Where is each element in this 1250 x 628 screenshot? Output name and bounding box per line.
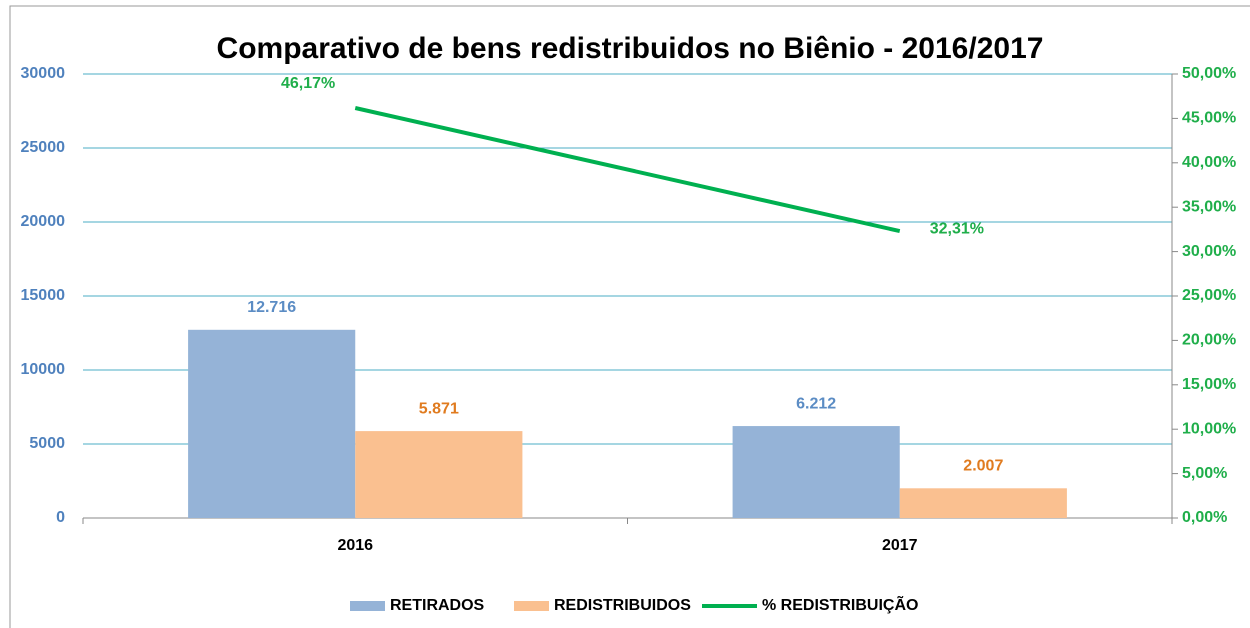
y-tick-label: 5000 — [29, 435, 65, 452]
bar — [732, 426, 900, 518]
y-tick-label: 20000 — [21, 213, 66, 230]
y-tick-label: 10000 — [21, 361, 66, 378]
bar — [188, 329, 356, 518]
y-tick-label: 15000 — [21, 287, 66, 304]
chart-title: Comparativo de bens redistribuidos no Bi… — [217, 32, 1044, 65]
y-tick-label: 25000 — [21, 139, 66, 156]
y2-tick-label: 45,00% — [1182, 110, 1236, 127]
bar — [899, 488, 1067, 518]
legend-swatch — [350, 601, 385, 611]
y-tick-label: 30000 — [21, 65, 66, 82]
value-label: 12.716 — [247, 299, 296, 316]
y2-tick-label: 25,00% — [1182, 287, 1236, 304]
y2-tick-label: 0,00% — [1182, 509, 1227, 526]
line-value-label: 32,31% — [930, 220, 984, 237]
legend-label: REDISTRIBUIDOS — [554, 597, 691, 614]
y2-tick-label: 35,00% — [1182, 198, 1236, 215]
legend-swatch — [514, 601, 549, 611]
y2-tick-label: 15,00% — [1182, 376, 1236, 393]
bar — [355, 431, 523, 518]
x-tick-label: 2016 — [337, 537, 373, 554]
y2-tick-label: 30,00% — [1182, 243, 1236, 260]
chart-frame — [9, 5, 1250, 628]
x-tick-label: 2017 — [882, 537, 918, 554]
value-label: 2.007 — [963, 458, 1003, 475]
y2-tick-label: 40,00% — [1182, 154, 1236, 171]
legend-label: RETIRADOS — [390, 597, 485, 614]
legend-label: % REDISTRIBUIÇÃO — [762, 594, 918, 614]
y2-tick-label: 50,00% — [1182, 65, 1236, 82]
value-label: 5.871 — [419, 400, 459, 417]
y2-tick-label: 20,00% — [1182, 332, 1236, 349]
value-label: 6.212 — [796, 395, 836, 412]
y-tick-label: 0 — [56, 509, 65, 526]
y2-tick-label: 10,00% — [1182, 420, 1236, 437]
line-value-label: 46,17% — [281, 75, 335, 92]
y2-tick-label: 5,00% — [1182, 465, 1227, 482]
line — [354, 106, 901, 234]
